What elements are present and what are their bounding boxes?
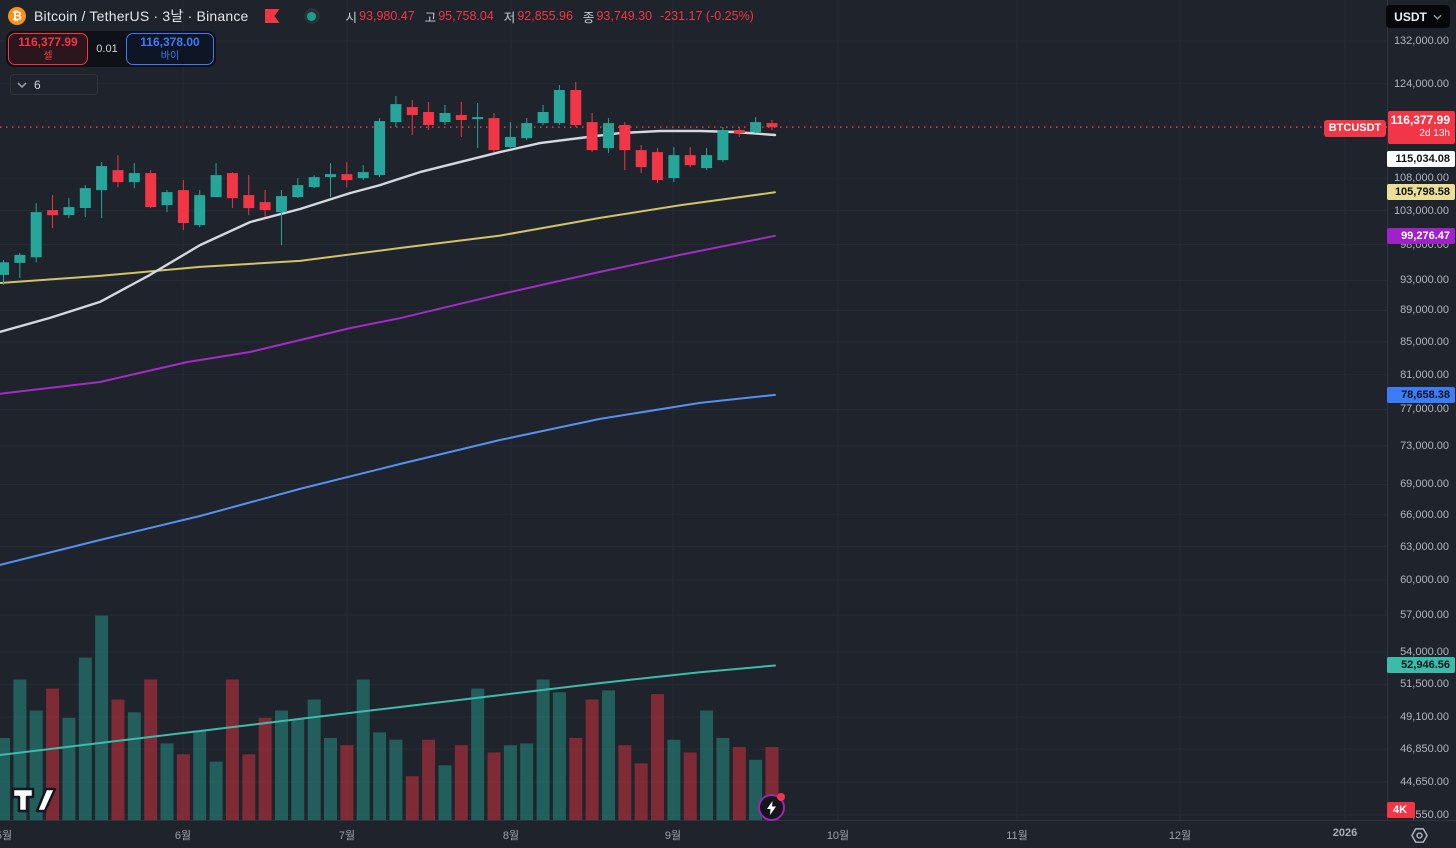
price-tick: 103,000.00	[1393, 205, 1449, 217]
indicators-collapse-pill[interactable]: 6	[10, 74, 98, 95]
time-axis-separator	[0, 820, 1456, 821]
price-tick: 69,000.00	[1400, 478, 1449, 490]
change-value: -231.17 (-0.25%)	[660, 9, 754, 23]
currency-toggle-button[interactable]: USDT	[1386, 5, 1450, 28]
price-tick: 66,000.00	[1400, 509, 1449, 521]
chevron-down-icon	[1433, 14, 1442, 20]
chevron-down-icon	[17, 81, 27, 88]
time-tick: 11월	[1006, 830, 1028, 842]
currency-label: USDT	[1394, 9, 1427, 24]
price-tick: 81,000.00	[1400, 369, 1449, 381]
price-tick: 132,000.00	[1393, 35, 1449, 47]
ma-label-teal: 52,946.56	[1387, 657, 1455, 673]
price-tick: 60,000.00	[1400, 574, 1449, 586]
sell-label: 셀	[43, 50, 53, 62]
time-tick: 9월	[664, 830, 682, 842]
time-tick: 10월	[826, 830, 850, 842]
price-tick: 44,650.00	[1400, 776, 1449, 788]
tradingview-logo[interactable]	[10, 785, 58, 818]
buy-label: 바이	[160, 50, 180, 62]
bitcoin-logo-icon: ₿	[8, 7, 26, 25]
bar-countdown: 2d 13h	[1419, 128, 1450, 139]
price-tick: 57,000.00	[1400, 609, 1449, 621]
price-tick: 73,000.00	[1400, 440, 1449, 452]
volume-label: 4K	[1387, 802, 1415, 818]
price-tick: 46,850.00	[1400, 743, 1449, 755]
close-value: 93,749.30	[596, 9, 653, 23]
flag-icon[interactable]	[264, 9, 280, 23]
price-tick: 124,000.00	[1393, 78, 1449, 90]
indicators-count: 6	[34, 77, 41, 92]
time-tick: 8월	[502, 830, 520, 842]
low-value: 92,855.96	[517, 9, 573, 23]
ma-label-purple: 99,276.47	[1387, 228, 1455, 244]
ma-label-white: 115,034.08	[1387, 151, 1455, 167]
buy-button[interactable]: 116,378.00 바이	[126, 33, 214, 65]
spread-value: 0.01	[96, 43, 118, 55]
sell-price: 116,377.99	[18, 35, 78, 50]
time-tick: 2026	[1332, 827, 1358, 839]
bolt-glyph	[767, 800, 776, 815]
notification-dot	[777, 793, 785, 801]
price-axis-separator	[1387, 0, 1388, 820]
price-tick: 108,000.00	[1393, 172, 1449, 184]
price-tick: 51,500.00	[1400, 678, 1449, 690]
high-label: 고	[424, 10, 437, 25]
time-tick: 12월	[1168, 830, 1192, 842]
close-label: 종	[582, 10, 595, 25]
ma-label-yellow: 105,798.58	[1387, 184, 1455, 200]
price-tick: 77,000.00	[1400, 403, 1449, 415]
sell-button[interactable]: 116,377.99 셀	[8, 33, 88, 65]
high-value: 95,758.04	[438, 9, 494, 23]
symbol-title[interactable]: Bitcoin / TetherUS · 3날 · Binance	[34, 8, 249, 24]
axis-settings-gear-icon[interactable]	[1410, 826, 1429, 848]
price-tick: 89,000.00	[1400, 304, 1449, 316]
time-tick: 5월	[0, 830, 13, 842]
ma-label-blue: 78,658.38	[1387, 387, 1455, 403]
price-tick: 85,000.00	[1400, 336, 1449, 348]
lightning-icon[interactable]	[758, 793, 785, 821]
trade-panel: 116,377.99 셀 0.01 116,378.00 바이	[6, 31, 216, 67]
price-tick: 54,000.00	[1400, 646, 1449, 658]
time-tick: 6월	[174, 830, 192, 842]
price-tick: 49,100.00	[1400, 711, 1449, 723]
current-price-tag: 116,377.99 2d 13h	[1388, 111, 1455, 144]
price-tick: 93,000.00	[1400, 274, 1449, 286]
symbol-price-flag: BTCUSDT	[1324, 120, 1386, 137]
market-status-icon[interactable]	[303, 8, 320, 24]
current-price-value: 116,377.99	[1390, 113, 1450, 127]
open-label: 시	[345, 10, 358, 25]
price-tick: 63,000.00	[1400, 541, 1449, 553]
open-value: 93,980.47	[359, 9, 415, 23]
ohlc-values: 시 93,980.47 고 95,758.04 저 92,855.96 종 93…	[346, 7, 754, 26]
buy-price: 116,378.00	[140, 35, 200, 50]
low-label: 저	[503, 10, 516, 25]
time-tick: 7월	[338, 830, 356, 842]
chart-legend: ₿ Bitcoin / TetherUS · 3날 · Binance 시 93…	[8, 6, 754, 26]
